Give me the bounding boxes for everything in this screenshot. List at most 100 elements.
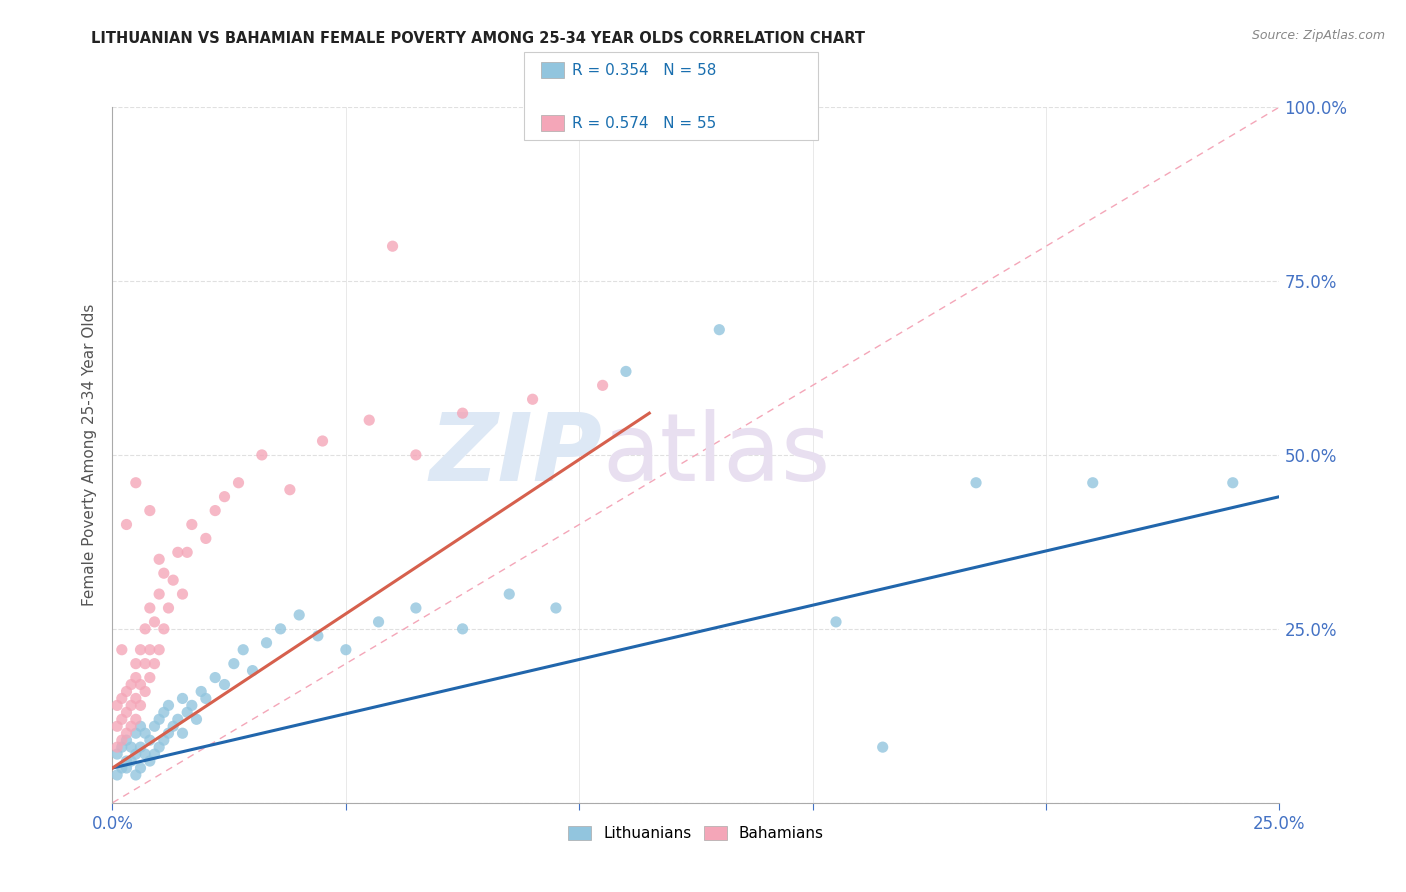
Point	[111, 642, 134, 657]
Point	[125, 657, 148, 671]
Point	[451, 622, 474, 636]
Point	[129, 698, 152, 713]
Point	[111, 733, 134, 747]
Point	[129, 677, 152, 691]
Point	[129, 642, 152, 657]
Point	[111, 712, 134, 726]
Point	[194, 532, 217, 546]
Point	[166, 545, 188, 559]
Point	[153, 566, 176, 581]
Point	[176, 545, 198, 559]
Point	[148, 712, 170, 726]
Point	[214, 490, 236, 504]
Point	[153, 706, 176, 720]
Point	[190, 684, 212, 698]
Point	[115, 706, 138, 720]
Point	[148, 552, 170, 566]
Point	[498, 587, 520, 601]
Point	[242, 664, 264, 678]
Point	[709, 323, 731, 337]
Point	[115, 517, 138, 532]
Point	[405, 601, 427, 615]
Y-axis label: Female Poverty Among 25-34 Year Olds: Female Poverty Among 25-34 Year Olds	[82, 304, 97, 606]
Text: LITHUANIAN VS BAHAMIAN FEMALE POVERTY AMONG 25-34 YEAR OLDS CORRELATION CHART: LITHUANIAN VS BAHAMIAN FEMALE POVERTY AM…	[91, 31, 865, 46]
Point	[148, 587, 170, 601]
Text: R = 0.574   N = 55: R = 0.574 N = 55	[572, 116, 717, 130]
Text: Source: ZipAtlas.com: Source: ZipAtlas.com	[1251, 29, 1385, 42]
Point	[115, 754, 138, 768]
Point	[228, 475, 250, 490]
Point	[139, 601, 162, 615]
Point	[592, 378, 614, 392]
Point	[143, 657, 166, 671]
Point	[129, 719, 152, 733]
Point	[872, 740, 894, 755]
Point	[115, 684, 138, 698]
Point	[335, 642, 357, 657]
Point	[115, 726, 138, 740]
Point	[544, 601, 567, 615]
Point	[157, 601, 180, 615]
Point	[125, 712, 148, 726]
Point	[134, 747, 156, 761]
Point	[214, 677, 236, 691]
Point	[381, 239, 404, 253]
Point	[176, 706, 198, 720]
Point	[120, 677, 142, 691]
Point	[143, 719, 166, 733]
Point	[194, 691, 217, 706]
Point	[180, 698, 202, 713]
Point	[965, 475, 987, 490]
Point	[270, 622, 292, 636]
Point	[125, 691, 148, 706]
Point	[180, 517, 202, 532]
Point	[105, 740, 128, 755]
Point	[125, 475, 148, 490]
Text: R = 0.354   N = 58: R = 0.354 N = 58	[572, 63, 717, 78]
Point	[139, 503, 162, 517]
Point	[250, 448, 273, 462]
Point	[134, 622, 156, 636]
Point	[359, 413, 381, 427]
Point	[186, 712, 208, 726]
Point	[172, 726, 194, 740]
Point	[115, 733, 138, 747]
Point	[157, 698, 180, 713]
Point	[825, 615, 848, 629]
Legend: Lithuanians, Bahamians: Lithuanians, Bahamians	[562, 820, 830, 847]
Point	[125, 671, 148, 685]
Point	[451, 406, 474, 420]
Point	[162, 719, 184, 733]
Point	[139, 733, 162, 747]
Point	[311, 434, 333, 448]
Point	[111, 740, 134, 755]
Point	[256, 636, 278, 650]
Point	[139, 671, 162, 685]
Point	[105, 768, 128, 782]
Point	[105, 719, 128, 733]
Point	[134, 684, 156, 698]
Point	[153, 733, 176, 747]
Point	[129, 740, 152, 755]
Point	[105, 698, 128, 713]
Point	[125, 747, 148, 761]
Point	[172, 691, 194, 706]
Point	[232, 642, 254, 657]
Point	[148, 642, 170, 657]
Point	[111, 691, 134, 706]
Point	[139, 642, 162, 657]
Point	[134, 657, 156, 671]
Point	[204, 671, 226, 685]
Point	[278, 483, 301, 497]
Point	[367, 615, 389, 629]
Point	[1222, 475, 1244, 490]
Point	[125, 768, 148, 782]
Point	[157, 726, 180, 740]
Point	[139, 754, 162, 768]
Point	[143, 615, 166, 629]
Point	[120, 698, 142, 713]
Point	[115, 761, 138, 775]
Point	[204, 503, 226, 517]
Point	[153, 622, 176, 636]
Point	[148, 740, 170, 755]
